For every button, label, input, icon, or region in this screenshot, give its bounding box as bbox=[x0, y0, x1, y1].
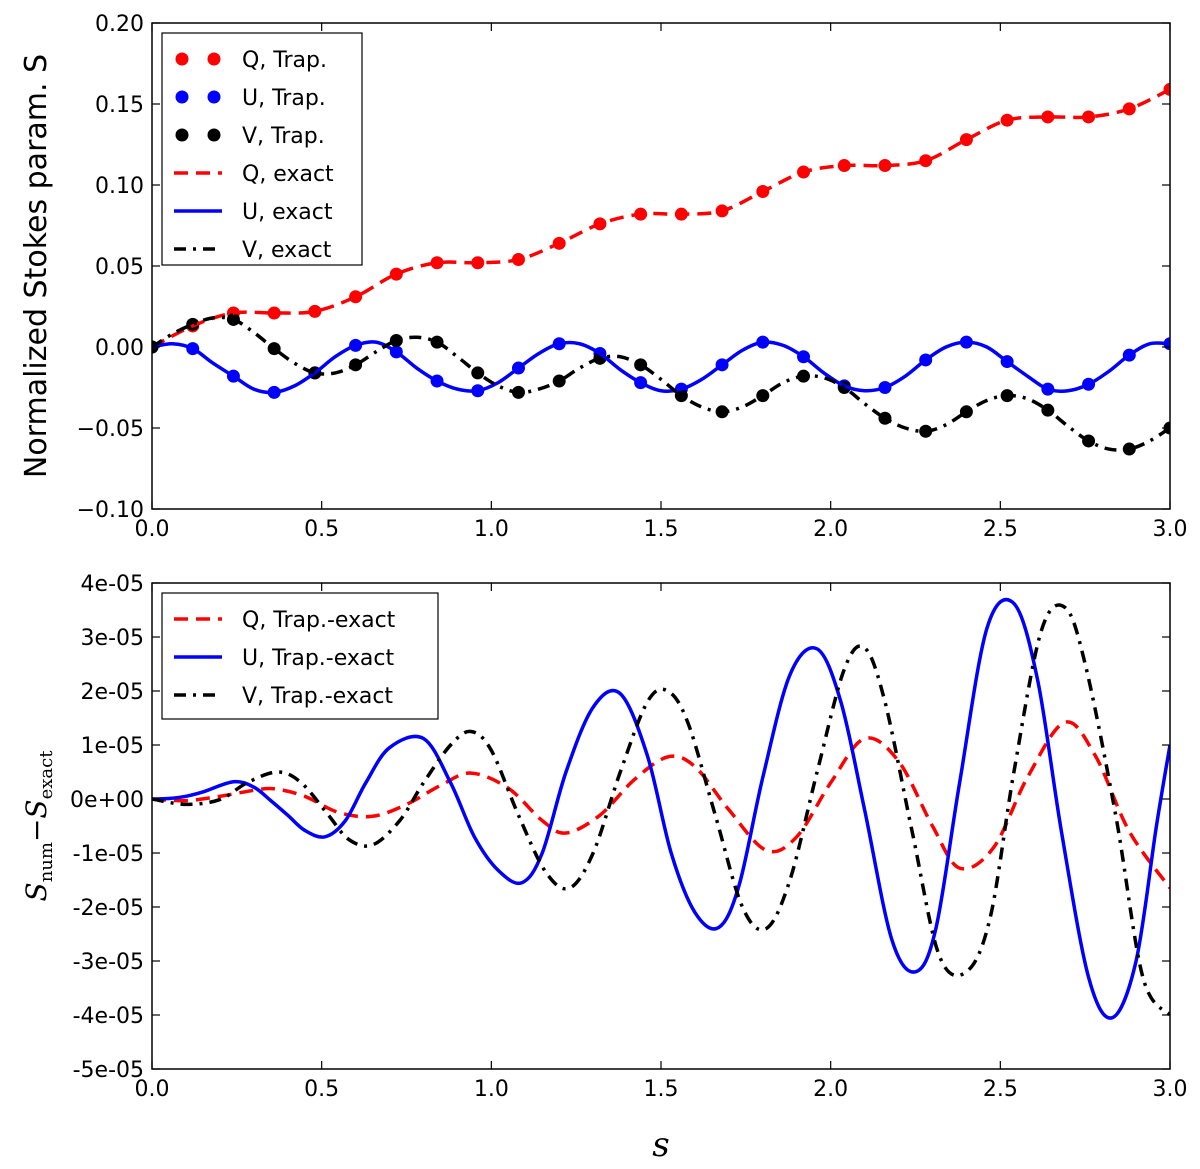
legend-label: U, exact bbox=[242, 200, 333, 225]
legend: Q, Trap.-exact U, Trap.-exact V, Trap.-exa… bbox=[161, 592, 439, 720]
legend-entry: Q, exact bbox=[174, 162, 334, 187]
y-tick-label: -3e-05 bbox=[73, 950, 144, 975]
legend-marker bbox=[175, 128, 189, 142]
x-tick-label: 2.5 bbox=[983, 517, 1018, 542]
point-v-trap bbox=[919, 424, 933, 438]
legend-marker bbox=[175, 52, 189, 66]
point-q-trap bbox=[1082, 110, 1096, 124]
y-tick-label: 0.05 bbox=[95, 255, 144, 280]
legend-label: Q, Trap. bbox=[242, 48, 327, 73]
legend-marker bbox=[207, 52, 221, 66]
legend-label: V, Trap. bbox=[242, 124, 325, 149]
point-v-trap bbox=[552, 374, 566, 388]
legend-entry: U, Trap. bbox=[175, 86, 326, 111]
legend-marker bbox=[207, 90, 221, 104]
legend-entry: U, exact bbox=[174, 200, 333, 225]
line-v-exact bbox=[152, 315, 1170, 452]
x-tick-label: 1.0 bbox=[474, 1077, 509, 1102]
point-q-trap bbox=[878, 159, 892, 173]
y-axis-label: Snum−Sexact bbox=[20, 750, 57, 902]
y-tick-label: 0e+00 bbox=[70, 788, 144, 813]
x-tick-label: 0.5 bbox=[304, 517, 339, 542]
x-tick-label: 3.0 bbox=[1153, 517, 1188, 542]
point-v-trap bbox=[267, 342, 281, 356]
legend-label: U, Trap.-exact bbox=[242, 646, 394, 671]
legend-label: V, exact bbox=[242, 238, 332, 263]
legend-label: Q, exact bbox=[242, 162, 334, 187]
x-tick-label: 0.5 bbox=[304, 1077, 339, 1102]
difference-panel: 0.0 0.5 1.0 1.5 2.0 2.5 3.0 -5e-05 -4e-05 -3e-05 -… bbox=[20, 572, 1188, 1165]
point-q-trap bbox=[267, 306, 281, 320]
legend-entry: V, Trap. bbox=[175, 124, 325, 149]
y-tick-label: -1e-05 bbox=[73, 842, 144, 867]
legend-box bbox=[161, 32, 363, 266]
legend-marker bbox=[175, 90, 189, 104]
y-tick-label: 0.20 bbox=[95, 12, 144, 37]
x-tick-label: 2.0 bbox=[813, 517, 848, 542]
point-q-trap bbox=[349, 290, 363, 304]
stokes-series-group bbox=[152, 82, 1170, 456]
y-tick-label: -2e-05 bbox=[73, 896, 144, 921]
y-tick-label: 0.10 bbox=[95, 174, 144, 199]
y-tick-label: 1e-05 bbox=[81, 734, 144, 759]
point-q-trap bbox=[959, 133, 973, 147]
stokes-parameter-panel: 0.0 0.5 1.0 1.5 2.0 2.5 3.0 −0.10 −0.05 0.00 0.05 0… bbox=[19, 12, 1188, 542]
legend-marker bbox=[207, 128, 221, 142]
y-tick-label: 3e-05 bbox=[81, 626, 144, 651]
difference-series-group bbox=[152, 597, 1170, 1020]
legend-entry: U, Trap.-exact bbox=[174, 646, 394, 671]
legend-entry: V, Trap.-exact bbox=[174, 684, 393, 709]
line-u-exact bbox=[152, 340, 1170, 395]
axis-ticks: 0.0 0.5 1.0 1.5 2.0 2.5 3.0 -5e-05 -4e-05 -3e-05 -… bbox=[70, 572, 1187, 1102]
point-v-trap bbox=[1041, 403, 1055, 417]
y-tick-label: −0.10 bbox=[77, 498, 144, 523]
y-tick-label: 2e-05 bbox=[81, 680, 144, 705]
line-u-trap-exact bbox=[152, 597, 1170, 1020]
point-q-trap bbox=[1041, 110, 1055, 124]
point-q-trap bbox=[308, 304, 322, 318]
point-v-trap bbox=[674, 389, 688, 403]
x-tick-label: 2.5 bbox=[983, 1077, 1018, 1102]
y-tick-label: -4e-05 bbox=[73, 1004, 144, 1029]
point-q-trap bbox=[430, 256, 444, 270]
x-tick-label: 0.0 bbox=[135, 517, 170, 542]
y-tick-label: −0.05 bbox=[77, 417, 144, 442]
y-axis-label: Normalized Stokes param. S bbox=[19, 54, 54, 478]
line-q-trap-exact bbox=[152, 720, 1170, 890]
legend-label: U, Trap. bbox=[242, 86, 326, 111]
legend-label: Q, Trap.-exact bbox=[242, 608, 396, 633]
line-v-trap-exact bbox=[152, 603, 1170, 1017]
point-q-trap bbox=[1000, 113, 1014, 127]
legend-entry: Q, Trap. bbox=[175, 48, 327, 73]
x-tick-label: 2.0 bbox=[813, 1077, 848, 1102]
y-tick-label: 0.15 bbox=[95, 93, 144, 118]
point-v-trap bbox=[1122, 442, 1136, 456]
x-tick-label: 3.0 bbox=[1153, 1077, 1188, 1102]
y-tick-label: 0.00 bbox=[95, 336, 144, 361]
point-q-trap bbox=[919, 154, 933, 168]
line-q-exact bbox=[152, 87, 1170, 349]
x-tick-label: 0.0 bbox=[135, 1077, 170, 1102]
x-tick-label: 1.5 bbox=[644, 517, 679, 542]
axis-ticks: 0.0 0.5 1.0 1.5 2.0 2.5 3.0 −0.10 −0.05 0.00 0.05 0… bbox=[77, 12, 1188, 542]
legend-entry: Q, Trap.-exact bbox=[174, 608, 396, 633]
y-tick-label: 4e-05 bbox=[81, 572, 144, 597]
y-tick-label: -5e-05 bbox=[73, 1058, 144, 1083]
legend-entry: V, exact bbox=[174, 238, 332, 263]
legend-label: V, Trap.-exact bbox=[242, 684, 393, 709]
x-axis-label: s bbox=[652, 1125, 669, 1165]
x-tick-label: 1.0 bbox=[474, 517, 509, 542]
legend: Q, Trap. U, Trap. V, Trap. Q, exact U, exact… bbox=[161, 32, 363, 266]
x-tick-label: 1.5 bbox=[644, 1077, 679, 1102]
